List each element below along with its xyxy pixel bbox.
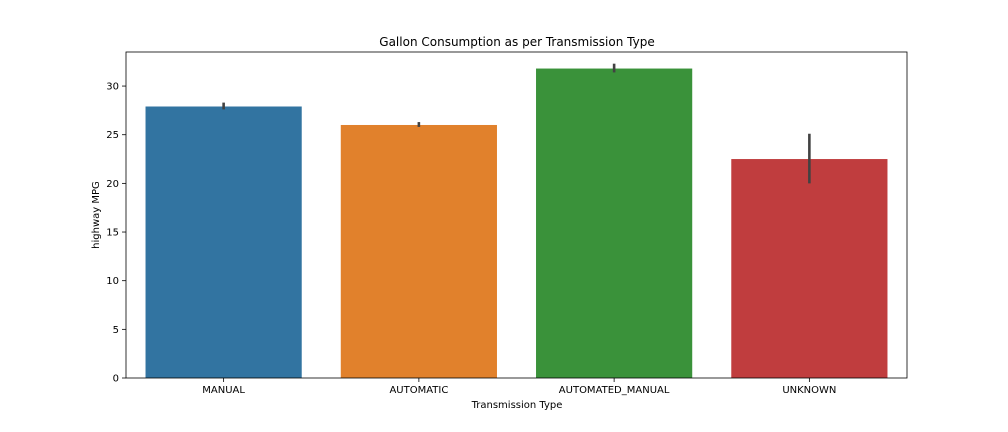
y-axis-label: highway MPG — [91, 181, 102, 249]
y-tick-label: 25 — [106, 130, 119, 141]
bars-layer — [145, 68, 888, 379]
x-tick-label: MANUAL — [202, 385, 245, 396]
y-tick-label: 15 — [106, 228, 119, 239]
y-tick-label: 0 — [113, 374, 119, 385]
bar-automated-manual — [536, 68, 693, 379]
bar-automatic — [340, 124, 497, 378]
bar-manual — [145, 106, 302, 379]
y-tick-label: 5 — [113, 325, 119, 336]
error-bars-layer — [222, 63, 811, 184]
x-axis-label: Transmission Type — [471, 400, 563, 411]
bar-unknown — [731, 159, 888, 378]
plot-frame — [125, 51, 908, 379]
chart-title: Gallon Consumption as per Transmission T… — [379, 35, 654, 49]
y-tick-label: 20 — [106, 179, 119, 190]
y-tick-label: 30 — [106, 82, 119, 93]
y-tick-label: 10 — [106, 276, 119, 287]
x-tick-label: AUTOMATIC — [389, 385, 448, 396]
x-tick-label: UNKNOWN — [782, 385, 836, 396]
y-axis: 0 5 10 15 20 25 30 — [106, 82, 126, 385]
x-axis: MANUAL AUTOMATIC AUTOMATED_MANUAL UNKNOWN — [202, 378, 836, 396]
x-tick-label: AUTOMATED_MANUAL — [559, 385, 670, 396]
